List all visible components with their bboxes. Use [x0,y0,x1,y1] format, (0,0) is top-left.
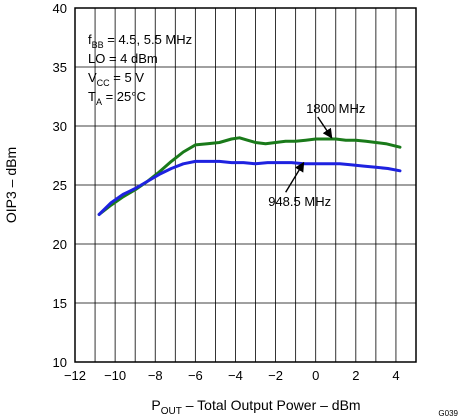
x-tick-label: −10 [104,368,126,383]
condition-main: T [88,89,96,104]
x-tick-label: −8 [148,368,163,383]
x-axis-title: POUT – Total Output Power – dBm [151,397,360,417]
x-tick-label: −12 [64,368,86,383]
condition-main: f [88,32,92,47]
condition-main: LO = 4 dBm [88,51,158,66]
condition-subscript: BB [92,40,104,50]
x-tick-label: −4 [228,368,243,383]
condition-line: LO = 4 dBm [88,51,158,66]
condition-value: = 5 V [110,70,145,85]
condition-value: = 25°C [102,89,146,104]
y-tick-label: 25 [53,178,67,193]
x-tick-label: 2 [352,368,359,383]
grid-lines [75,8,416,362]
condition-line: VCC = 5 V [88,70,144,88]
annotations: 1800 MHz 948.5 MHz [268,101,365,209]
annotation-label-1800mhz: 1800 MHz [306,101,365,116]
annotation-label-948-5mhz: 948.5 MHz [268,194,331,209]
x-axis-title-subscript: OUT [161,406,182,417]
annotation-arrow [285,161,305,193]
y-tick-label: 10 [53,355,67,370]
y-tick-label: 40 [53,1,67,16]
y-tick-label: 30 [53,119,67,134]
x-tick-label: 4 [392,368,399,383]
x-axis-title-rest: – Total Output Power – dBm [182,397,361,413]
x-tick-label: −6 [188,368,203,383]
condition-subscript: A [96,97,102,107]
y-axis-title: OIP3 – dBm [3,147,19,223]
x-tick-label: −2 [268,368,283,383]
plot-frame [74,7,417,363]
series-line-948-5mhz [97,159,402,216]
annotation-arrow [317,116,333,139]
figure-code: G039 [438,409,458,418]
tick-labels: −12 −10 −8 −6 −4 −2 0 2 4 10 15 20 25 30 35 40 [53,1,400,383]
series-line-1800mhz [97,136,402,216]
y-tick-label: 15 [53,296,67,311]
x-axis-title-main: P [151,397,160,413]
x-tick-label: 0 [312,368,319,383]
condition-line: fBB = 4.5, 5.5 MHz [88,32,192,50]
condition-subscript: CC [97,78,110,88]
condition-value: = 4.5, 5.5 MHz [104,32,193,47]
condition-line: TA = 25°C [88,89,146,107]
y-tick-label: 35 [53,60,67,75]
condition-main: V [88,70,97,85]
series-lines [97,136,402,216]
y-tick-label: 20 [53,237,67,252]
